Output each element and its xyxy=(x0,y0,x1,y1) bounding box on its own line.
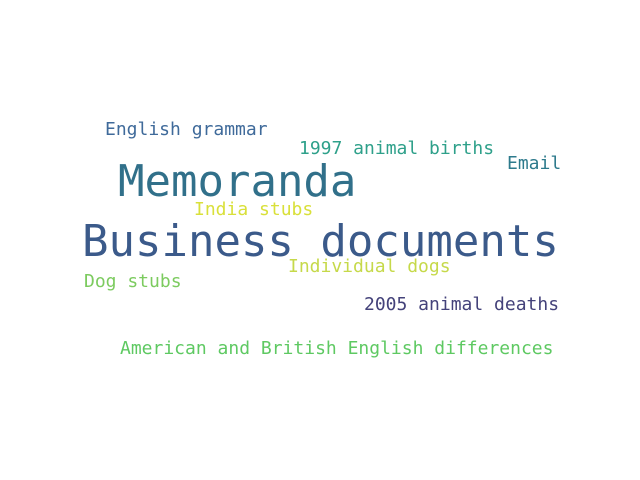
word-2005-animal-deaths: 2005 animal deaths xyxy=(364,294,560,315)
word-individual-dogs: Individual dogs xyxy=(288,256,451,277)
word-american-british-english-differences: American and British English differences xyxy=(120,338,554,359)
word-english-grammar: English grammar xyxy=(105,119,268,140)
word-1997-animal-births: 1997 animal births xyxy=(299,138,495,159)
word-dog-stubs: Dog stubs xyxy=(84,271,182,292)
word-memoranda: Memoranda xyxy=(118,156,357,207)
word-email: Email xyxy=(507,153,562,174)
word-business-documents: Business documents xyxy=(82,216,559,267)
word-india-stubs: India stubs xyxy=(194,199,314,220)
